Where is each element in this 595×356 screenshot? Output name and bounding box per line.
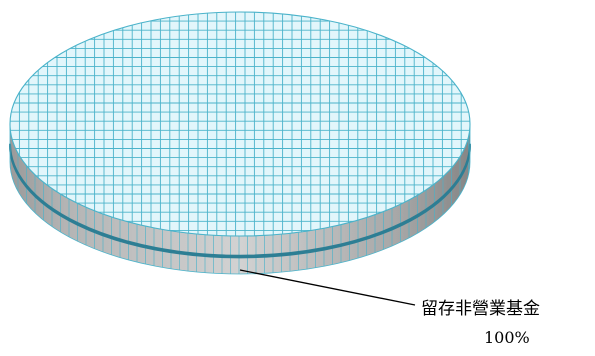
slice-value-label: 100% — [484, 328, 530, 347]
pie-top-face — [10, 12, 470, 236]
slice-label: 留存非營業基金 — [421, 294, 540, 319]
pie-slice-retained-non-operating-fund — [10, 12, 470, 236]
leader-line — [240, 270, 415, 305]
